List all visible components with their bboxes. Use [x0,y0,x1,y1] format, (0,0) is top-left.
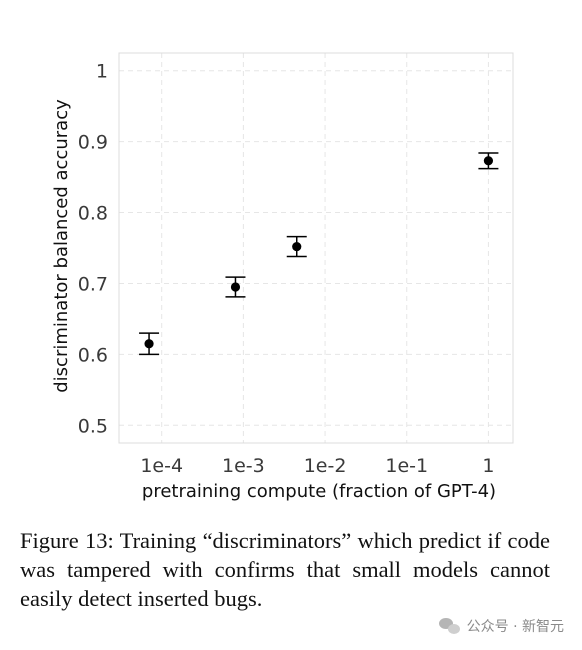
data-point-group [286,235,307,258]
x-tick-label: 1e-4 [140,455,183,477]
data-point [483,156,494,166]
y-tick-labels: 0.5 0.6 0.7 0.8 0.9 1 [78,61,108,438]
y-axis-label: discriminator balanced accuracy [51,99,72,393]
data-point-group [225,276,246,298]
x-tick-label: 1e-1 [385,455,428,477]
y-tick-label: 0.8 [78,203,108,225]
plot-frame [118,52,514,444]
data-point [292,241,302,252]
data-points [139,152,499,356]
y-tick-label: 0.7 [78,273,108,295]
y-tick-label: 1 [96,61,108,83]
x-tick-label: 1e-3 [222,455,265,477]
data-point-group [478,152,499,170]
x-axis-label: pretraining compute (fraction of GPT-4) [142,481,496,502]
x-tick-labels: 1e-4 1e-3 1e-2 1e-1 1 [140,455,494,477]
y-tick-label: 0.9 [78,132,108,154]
x-tick-label: 1e-2 [304,455,347,477]
data-point [230,282,241,292]
chart: 0.5 0.6 0.7 0.8 0.9 1 1e-4 1e-3 1e-2 1e-1 1 pretr… [51,52,514,502]
y-tick-label: 0.6 [78,344,108,366]
grid-layer [119,53,513,443]
wechat-icon [438,617,461,635]
watermark-text: 公众号 · 新智元 [466,619,564,635]
watermark: 公众号 · 新智元 [438,616,564,636]
x-tick-label: 1 [482,455,494,477]
data-point-group [139,332,160,356]
data-point [144,339,154,349]
figure-caption: Figure 13: Training “discriminators” whi… [20,528,550,611]
y-tick-label: 0.5 [78,415,108,437]
